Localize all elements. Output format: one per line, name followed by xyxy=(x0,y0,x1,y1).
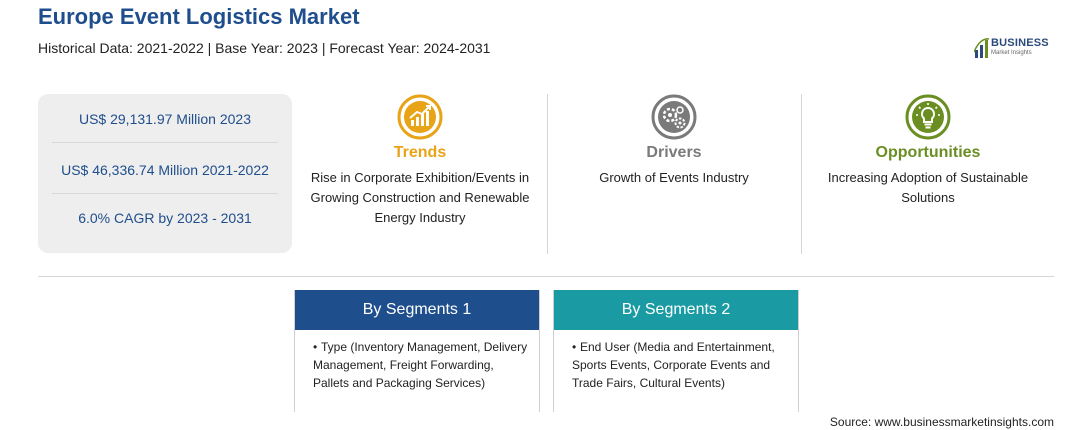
growth-chart-icon xyxy=(397,94,443,140)
drivers-heading: Drivers xyxy=(646,144,702,161)
stat-cagr: 6.0% CAGR by 2023 - 2031 xyxy=(78,210,252,226)
segment-1-body: • Type (Inventory Management, Delivery Ma… xyxy=(295,330,539,392)
page-title: Europe Event Logistics Market xyxy=(38,4,360,29)
gears-icon xyxy=(651,94,697,140)
column-divider xyxy=(801,94,802,254)
stat-market-value-2023: US$ 29,131.97 Million 2023 xyxy=(78,111,251,127)
drivers-text: Growth of Events Industry xyxy=(599,170,749,185)
lightbulb-icon xyxy=(905,94,951,140)
stat-divider xyxy=(52,193,278,194)
segment-1-heading: By Segments 1 xyxy=(295,290,539,330)
opportunities-column: Opportunities Increasing Adoption of Sus… xyxy=(803,94,1053,208)
logo-bars-icon xyxy=(974,38,990,58)
market-stats-panel: US$ 29,131.97 Million 2023 US$ 46,336.74… xyxy=(38,94,292,253)
trends-heading: Trends xyxy=(393,144,447,161)
segment-2-heading: By Segments 2 xyxy=(554,290,798,330)
page-subtitle: Historical Data: 2021-2022 | Base Year: … xyxy=(38,40,491,56)
stat-divider xyxy=(52,142,278,143)
drivers-column: Drivers Growth of Events Industry xyxy=(549,94,799,188)
stat-market-value-historical: US$ 46,336.74 Million 2021-2022 xyxy=(61,162,269,178)
opportunities-heading: Opportunities xyxy=(875,144,981,161)
logo-name: BUSINESS xyxy=(991,37,1049,49)
section-divider xyxy=(38,276,1054,277)
segment-2-card: By Segments 2 • End User (Media and Enter… xyxy=(553,290,799,412)
source-note: Source: www.businessmarketinsights.com xyxy=(829,415,1054,429)
bullet-icon: • xyxy=(313,340,318,354)
trends-column: Trends Rise in Corporate Exhibition/Even… xyxy=(295,94,545,228)
bullet-icon: • xyxy=(572,340,577,354)
segment-2-text: End User (Media and Entertainment, Sport… xyxy=(572,340,775,390)
opportunities-text: Increasing Adoption of Sustainable Solut… xyxy=(827,170,1029,205)
segment-1-text: Type (Inventory Management, Delivery Man… xyxy=(313,340,528,390)
column-divider xyxy=(547,94,548,254)
logo-tagline: Market Insights xyxy=(991,50,1032,56)
brand-logo: BUSINESS Market Insights xyxy=(974,36,1064,62)
segment-1-card: By Segments 1 • Type (Inventory Managemen… xyxy=(294,290,540,412)
trends-text: Rise in Corporate Exhibition/Events in G… xyxy=(310,170,530,225)
segment-2-body: • End User (Media and Entertainment, Spor… xyxy=(554,330,798,392)
